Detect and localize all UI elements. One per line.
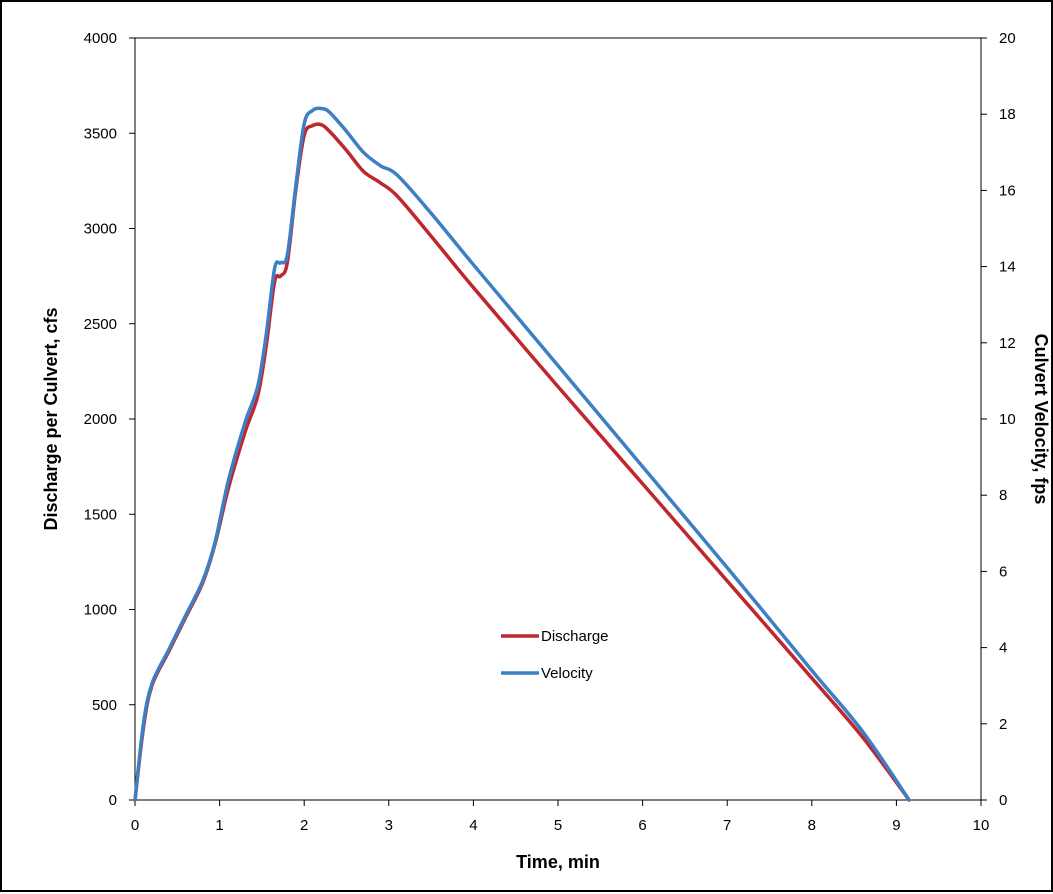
x-tick-label: 2 — [300, 817, 308, 834]
y2-tick-label: 20 — [999, 30, 1016, 47]
y-tick-label: 4000 — [84, 30, 117, 47]
axes-layer — [134, 37, 982, 801]
y2-tick-label: 8 — [999, 487, 1007, 504]
discharge-series-line — [133, 122, 911, 802]
ticks-layer: 0 1 2 3 4 5 6 7 8 9 100500100015002000250030003500… — [84, 30, 1016, 834]
y2-tick-label: 0 — [999, 792, 1007, 809]
x-tick-label: 5 — [554, 817, 562, 834]
x-tick-label: 1 — [215, 817, 223, 834]
x-tick-label: 0 — [131, 817, 139, 834]
series-layer — [133, 106, 911, 802]
y2-tick-label: 16 — [999, 182, 1016, 199]
y-tick-label: 3500 — [84, 125, 117, 142]
legend-label-discharge: Discharge — [541, 628, 609, 645]
x-tick-label: 8 — [808, 817, 816, 834]
y-axis-title: Discharge per Culvert, cfs — [41, 307, 61, 530]
y2-tick-label: 18 — [999, 106, 1016, 123]
y2-axis-title: Culvert Velocity, fps — [1031, 334, 1051, 505]
x-tick-label: 10 — [973, 817, 990, 834]
y-tick-label: 0 — [109, 792, 117, 809]
x-axis-title: Time, min — [516, 852, 600, 872]
y-tick-label: 3000 — [84, 221, 117, 238]
y2-tick-label: 10 — [999, 411, 1016, 428]
y-tick-label: 1500 — [84, 506, 117, 523]
y-tick-label: 500 — [92, 697, 117, 714]
y-tick-label: 2500 — [84, 316, 117, 333]
y-tick-label: 2000 — [84, 411, 117, 428]
x-tick-label: 6 — [638, 817, 646, 834]
velocity-series-line — [133, 106, 911, 802]
y2-tick-label: 14 — [999, 259, 1016, 276]
legend-label-velocity: Velocity — [541, 665, 593, 682]
y-tick-label: 1000 — [84, 602, 117, 619]
legend: Discharge Velocity — [501, 628, 609, 682]
y2-tick-label: 12 — [999, 335, 1016, 352]
x-tick-label: 3 — [385, 817, 393, 834]
y2-tick-label: 2 — [999, 716, 1007, 733]
x-tick-label: 9 — [892, 817, 900, 834]
x-tick-label: 4 — [469, 817, 477, 834]
y2-tick-label: 6 — [999, 563, 1007, 580]
plot-area — [134, 37, 982, 801]
y2-tick-label: 4 — [999, 640, 1007, 657]
x-tick-label: 7 — [723, 817, 731, 834]
